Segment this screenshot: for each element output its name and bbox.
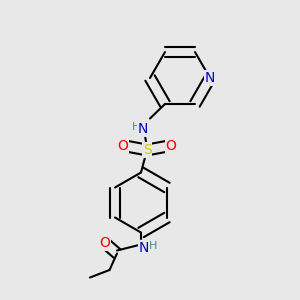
Text: O: O	[100, 236, 110, 250]
Text: N: N	[137, 122, 148, 136]
Text: O: O	[166, 139, 176, 152]
Text: H: H	[149, 241, 157, 251]
Text: N: N	[139, 241, 149, 254]
Text: H: H	[132, 122, 141, 133]
Text: S: S	[142, 143, 152, 157]
Text: N: N	[205, 71, 215, 85]
Text: O: O	[118, 139, 128, 152]
